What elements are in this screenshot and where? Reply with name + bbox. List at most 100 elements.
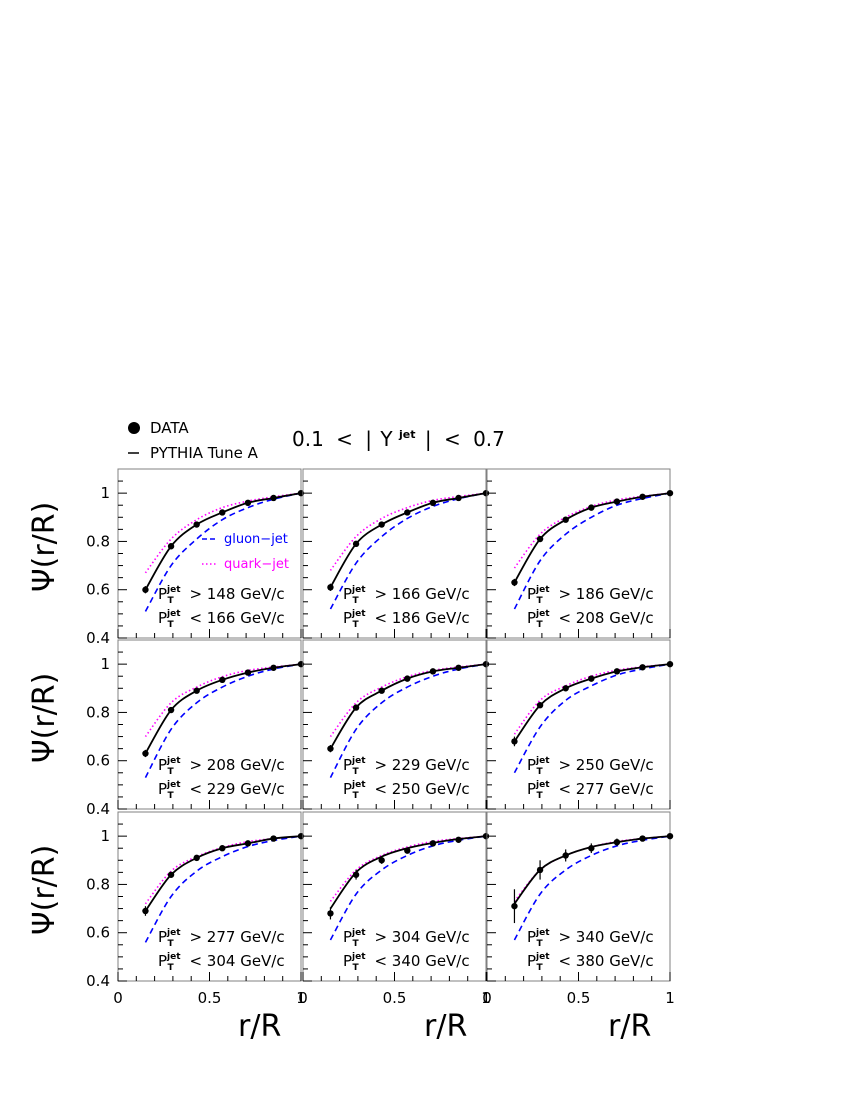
data-point — [562, 852, 569, 859]
data-point — [588, 504, 595, 511]
y-tick-label: 0.8 — [86, 703, 110, 721]
pt-low-label: Pjet T > 250 GeV/c — [527, 756, 654, 777]
data-point — [666, 489, 674, 497]
panel-3: Pjet T > 186 GeV/c Pjet T < 208 GeV/c — [486, 468, 674, 639]
data-point — [613, 838, 621, 846]
data-point — [142, 586, 149, 593]
data-point — [327, 910, 334, 917]
x-tick-label: 0 — [482, 989, 492, 1007]
y-tick-label: 1 — [100, 655, 110, 673]
gluon-curve — [329, 492, 487, 610]
data-point — [639, 664, 646, 671]
pt-high-label: Pjet T < 277 GeV/c — [527, 780, 654, 801]
pt-high-label: Pjet T < 208 GeV/c — [527, 609, 654, 630]
xlabel-col-2: r/R — [424, 1009, 467, 1044]
data-point — [562, 685, 569, 692]
quark-curve — [329, 835, 487, 902]
pt-low-label: Pjet T > 304 GeV/c — [343, 928, 470, 949]
data-point — [511, 738, 518, 745]
panel-1: 0.4 0.6 0.8 1 Pjet T > 148 GeV/c Pjet T < 166 G… — [86, 468, 305, 647]
data-point — [588, 675, 595, 682]
data-point — [404, 675, 411, 682]
data-point — [511, 902, 518, 910]
data-point — [482, 489, 490, 497]
y-tick-label: 0.8 — [86, 875, 110, 893]
pt-high-label: Pjet T < 186 GeV/c — [343, 609, 470, 630]
data-point — [666, 660, 674, 668]
rapidity-high: 0.7 — [473, 427, 505, 451]
data-point — [193, 854, 200, 862]
x-tick-label: 0.5 — [198, 989, 222, 1007]
data-point — [352, 704, 360, 711]
data-point — [219, 845, 226, 852]
data-point — [219, 509, 226, 516]
data-point — [639, 835, 646, 842]
quark-curve — [144, 663, 302, 738]
pt-low-label: Pjet T > 148 GeV/c — [158, 585, 285, 606]
x-tick-label: 1 — [296, 989, 306, 1007]
data-point — [167, 706, 175, 714]
data-point — [482, 832, 490, 840]
data-point — [404, 847, 411, 854]
xlabel-col-1: r/R — [238, 1009, 281, 1044]
rapidity-var-sup: jet — [398, 428, 416, 441]
x-tick-label: 0.5 — [383, 989, 407, 1007]
quark-curve — [513, 492, 671, 569]
gluon-legend-label: gluon−jet — [224, 532, 288, 547]
ylabel-row-2: Ψ(r/R) — [27, 673, 62, 763]
x-tick-label: 1 — [665, 989, 675, 1007]
gluon-curve — [513, 492, 671, 610]
data-point — [613, 668, 621, 675]
quark-curve — [329, 492, 487, 571]
pt-high-label: Pjet T < 304 GeV/c — [158, 952, 285, 973]
panel-9: 0 0.5 1 Pjet T > 340 GeV/c Pjet T < 380 GeV/c — [482, 811, 675, 1007]
gluon-curve — [144, 663, 302, 778]
rapidity-var: Y — [379, 427, 393, 451]
data-point — [270, 664, 277, 671]
data-point — [613, 498, 621, 505]
data-point — [429, 840, 437, 847]
data-point — [562, 516, 569, 523]
x-tick-label: 1 — [481, 989, 491, 1007]
data-point — [455, 664, 462, 671]
panel-6: Pjet T > 250 GeV/c Pjet T < 277 GeV/c — [486, 639, 674, 810]
panel-8: 0 0.5 1 Pjet T > 304 GeV/c Pjet T < 340 GeV/c — [298, 811, 491, 1007]
pt-high-label: Pjet T < 229 GeV/c — [158, 780, 285, 801]
pt-low-label: Pjet T > 166 GeV/c — [343, 585, 470, 606]
data-point — [429, 499, 437, 506]
y-tick-label: 0.4 — [86, 800, 110, 818]
data-point — [666, 832, 674, 840]
data-point — [588, 845, 595, 852]
panel-5: Pjet T > 229 GeV/c Pjet T < 250 GeV/c — [302, 639, 490, 810]
data-point — [378, 687, 385, 694]
data-point — [378, 857, 385, 864]
data-point — [455, 494, 462, 502]
x-tick-label: 0 — [113, 989, 123, 1007]
legend-data-label: DATA — [150, 419, 189, 437]
quark-legend-label: quark−jet — [224, 557, 289, 572]
quark-curve — [513, 663, 671, 735]
panel-4: 0.4 0.6 0.8 1 Pjet T > 208 GeV/c Pjet T < 229 G… — [86, 639, 305, 818]
data-point — [404, 509, 411, 516]
rapidity-low: 0.1 — [292, 427, 324, 451]
data-point — [244, 840, 252, 847]
data-point — [378, 521, 385, 528]
pt-high-label: Pjet T < 340 GeV/c — [343, 952, 470, 973]
data-point — [536, 535, 544, 543]
y-tick-label: 1 — [100, 827, 110, 845]
pt-low-label: Pjet T > 208 GeV/c — [158, 756, 285, 777]
data-point — [327, 584, 334, 591]
data-point — [219, 676, 226, 684]
legend-mc-label: PYTHIA Tune A — [150, 444, 259, 462]
y-tick-label: 0.6 — [86, 581, 110, 599]
ylabel-row-1: Ψ(r/R) — [27, 502, 62, 592]
gluon-curve — [144, 835, 302, 943]
data-point — [536, 701, 544, 709]
y-tick-label: 0.6 — [86, 752, 110, 770]
panel-2: Pjet T > 166 GeV/c Pjet T < 186 GeV/c — [302, 468, 490, 639]
quark-curve — [329, 663, 487, 738]
data-point — [270, 494, 277, 502]
legend-data-marker — [128, 422, 140, 434]
rapidity-range: 0.1 < | Y jet | < 0.7 — [292, 419, 505, 451]
